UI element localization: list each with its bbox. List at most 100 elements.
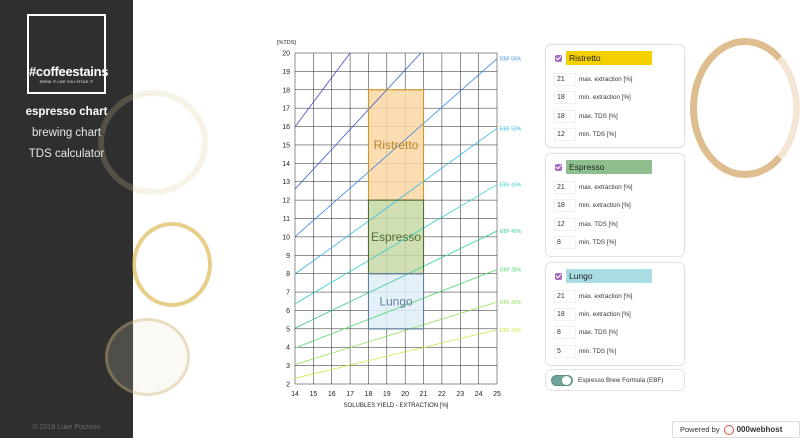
field-label: min. extraction [%] — [579, 310, 631, 318]
y-tick-label: 9 — [286, 253, 290, 260]
logo[interactable]: #coffeestains DRINK IT LIKE YOU STOLE IT — [27, 14, 109, 94]
region-label: Lungo — [379, 294, 413, 308]
y-tick-label: 15 — [282, 142, 290, 149]
y-tick-label: 7 — [286, 290, 290, 297]
ebf-line-label: EBF 30% — [500, 300, 522, 306]
field-label: max. TDS [%] — [579, 220, 618, 228]
ebf-line-label: EBF 50% — [500, 126, 522, 132]
main-nav: espresso chart brewing chart TDS calcula… — [0, 104, 133, 167]
checkbox-lungo[interactable] — [555, 272, 562, 280]
field-label: min. extraction [%] — [579, 93, 631, 101]
panel-lungo: Lungo max. extraction [%] min. extractio… — [545, 262, 685, 366]
ebf-line — [295, 53, 422, 190]
field-label: min. TDS [%] — [579, 130, 616, 138]
max-tds-input[interactable] — [554, 109, 576, 123]
coffee-stain-decoration — [105, 318, 190, 396]
x-tick-label: 19 — [383, 391, 391, 398]
espresso-chart: EBF 25% EBF 30% EBF 35% EBF 40% EBF 45% EBF 5… — [277, 32, 522, 409]
min-tds-input[interactable] — [554, 235, 576, 249]
x-tick-label: 15 — [309, 391, 317, 398]
checkbox-espresso[interactable] — [555, 163, 562, 171]
x-axis-label: SOLUBLES YIELD - EXTRACTION [%] — [344, 403, 449, 409]
webhost-logo-icon — [723, 424, 734, 435]
region-espresso — [367, 199, 425, 275]
panel-title: Espresso — [566, 160, 652, 174]
x-tick-label: 22 — [438, 391, 446, 398]
powered-by-badge[interactable]: Powered by 000webhost — [672, 421, 800, 438]
y-tick-label: 10 — [282, 234, 290, 241]
ebf-line — [295, 53, 351, 127]
y-tick-label: 6 — [286, 308, 290, 315]
field-row: max. extraction [%] — [554, 289, 633, 303]
y-tick-label: 5 — [286, 326, 290, 333]
field-row: min. TDS [%] — [554, 127, 616, 141]
min-tds-input[interactable] — [554, 127, 576, 141]
x-tick-label: 18 — [365, 391, 373, 398]
x-tick-label: 21 — [420, 391, 428, 398]
field-row: min. extraction [%] — [554, 90, 631, 104]
field-label: min. TDS [%] — [579, 238, 616, 246]
max-extraction-input[interactable] — [554, 180, 576, 194]
max-extraction-input[interactable] — [554, 72, 576, 86]
region-ristretto — [367, 89, 425, 201]
min-extraction-input[interactable] — [554, 198, 576, 212]
region-label: Ristretto — [374, 138, 419, 152]
checkbox-ristretto[interactable] — [555, 54, 562, 62]
field-label: max. extraction [%] — [579, 183, 633, 191]
min-tds-input[interactable] — [554, 344, 576, 358]
field-label: min. extraction [%] — [579, 201, 631, 209]
panel-header: Lungo — [555, 269, 652, 283]
host-name: 000webhost — [736, 425, 783, 434]
y-tick-label: 17 — [282, 106, 290, 113]
coffee-stain-decoration — [132, 222, 212, 307]
panel-header: Ristretto — [555, 51, 652, 65]
field-row: max. extraction [%] — [554, 72, 633, 86]
field-row: min. TDS [%] — [554, 344, 616, 358]
field-label: max. extraction [%] — [579, 292, 633, 300]
y-tick-label: 19 — [282, 69, 290, 76]
x-tick-label: 25 — [493, 391, 501, 398]
y-axis-label: [%TDS] — [277, 40, 296, 46]
copyright: © 2019 Luke Pochron — [32, 424, 101, 431]
y-tick-label: 16 — [282, 124, 290, 131]
ebf-line-label: EBF 35% — [500, 268, 522, 274]
field-row: min. TDS [%] — [554, 235, 616, 249]
ebf-toggle-switch[interactable] — [551, 374, 573, 386]
ebf-line-label: EBF 55% — [500, 57, 522, 63]
x-tick-label: 23 — [456, 391, 464, 398]
y-tick-label: 12 — [282, 198, 290, 205]
y-tick-label: 13 — [282, 179, 290, 186]
x-tick-label: 24 — [475, 391, 483, 398]
ebf-line-label: EBF 40% — [500, 229, 522, 235]
y-tick-label: 11 — [283, 216, 290, 223]
powered-by-text: Powered by — [680, 425, 720, 434]
ebf-line-label: EBF 45% — [500, 183, 522, 189]
min-extraction-input[interactable] — [554, 90, 576, 104]
panel-espresso: Espresso max. extraction [%] min. extrac… — [545, 153, 685, 257]
min-extraction-input[interactable] — [554, 307, 576, 321]
field-row: max. extraction [%] — [554, 180, 633, 194]
ebf-line — [295, 329, 497, 379]
ebf-line — [295, 32, 497, 42]
panel-header: Espresso — [555, 160, 652, 174]
field-label: min. TDS [%] — [579, 347, 616, 355]
ebf-toggle-panel: Espresso Brew Formula (EBF) — [545, 369, 685, 391]
panel-title: Ristretto — [566, 51, 652, 65]
max-extraction-input[interactable] — [554, 289, 576, 303]
y-tick-label: 8 — [286, 271, 290, 278]
max-tds-input[interactable] — [554, 325, 576, 339]
y-tick-label: 20 — [282, 51, 290, 58]
x-tick-label: 16 — [328, 391, 336, 398]
toggle-knob — [562, 375, 571, 385]
nav-espresso-chart[interactable]: espresso chart — [25, 106, 108, 118]
x-tick-label: 14 — [291, 391, 299, 398]
field-label: max. TDS [%] — [579, 112, 618, 120]
coffee-stain-decoration — [98, 90, 208, 195]
sidebar: #coffeestains DRINK IT LIKE YOU STOLE IT… — [0, 0, 133, 438]
y-tick-label: 14 — [282, 161, 290, 168]
field-row: min. extraction [%] — [554, 307, 631, 321]
ebf-line — [295, 269, 497, 349]
max-tds-input[interactable] — [554, 217, 576, 231]
nav-tds-calculator[interactable]: TDS calculator — [28, 148, 105, 160]
nav-brewing-chart[interactable]: brewing chart — [31, 127, 102, 139]
